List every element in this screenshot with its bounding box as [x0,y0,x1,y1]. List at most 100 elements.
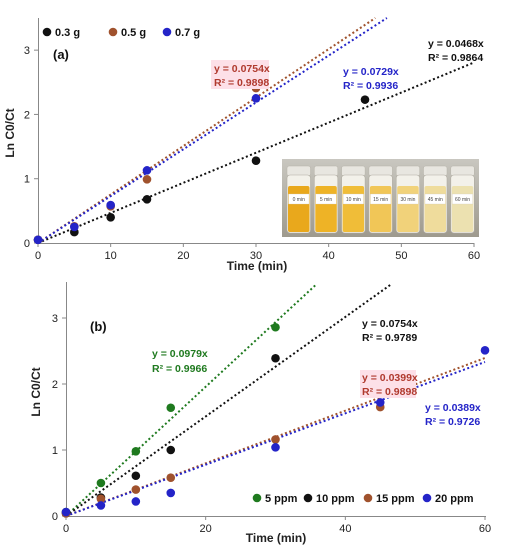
legend-label-5ppm: 5 ppm [265,493,298,505]
point-0.5g [142,175,152,184]
point-20ppm [271,443,280,452]
vial-tag [452,193,473,205]
vial-row: 0 min 5 min 10 min 15 min 30 min 45 min 60 min [286,165,475,234]
point-15ppm [271,435,280,444]
vial-label: 30 min [400,197,415,203]
vial-cap [450,165,475,177]
y-tick-label: 2 [52,379,58,391]
vial-tag [397,193,419,205]
r2-10ppm: R² = 0.9789 [362,332,417,344]
x-tick-label: 60 [468,250,480,262]
point-0.3g [360,95,370,104]
point-0.3g [142,194,152,204]
point-0.7g [33,235,43,245]
panel-a-points [33,83,370,245]
panel-b-fit-lines [65,284,486,517]
vial-cap [314,165,339,177]
point-15ppm [166,473,176,483]
vial-label: 0 min [293,197,305,203]
x-tick-label: 30 [250,250,262,262]
point-0.3g [106,212,115,222]
point-20ppm [61,507,71,517]
legend-label-15ppm: 15 ppm [376,493,415,505]
point-20ppm [96,501,106,510]
point-5ppm [166,403,176,413]
fit-line-0.7g [37,17,388,244]
point-10ppm [131,471,141,481]
panel-a-annotations: y = 0.0754x R² = 0.9898 y = 0.0729x R² =… [211,38,484,92]
vial-tag [288,193,310,205]
x-tick-label: 50 [395,250,407,262]
r2-15ppm: R² = 0.9898 [362,386,417,398]
vial-tag [370,193,392,205]
legend-marker-0.5g [108,27,118,37]
vial-tag [342,193,364,205]
point-0.7g [251,94,261,103]
vial-label: 10 min [346,197,361,203]
point-0.3g [251,156,261,166]
vial-label: 5 min [320,197,332,203]
legend-label-10ppm: 10 ppm [316,493,355,505]
vial-label: 15 min [373,197,388,203]
vial-cap [286,165,311,177]
point-5ppm [271,322,280,332]
eq-20ppm: y = 0.0389x [425,402,481,414]
y-tick-label: 2 [24,109,30,121]
y-tick-label: 3 [52,313,58,325]
legend-marker-5ppm [252,493,262,503]
panel-a-tag: (a) [53,47,69,62]
point-20ppm [375,398,385,407]
eq-10ppm: y = 0.0754x [362,318,418,330]
vial-tag [315,193,337,205]
panel-a-fit-lines [37,17,475,244]
y-tick-label: 1 [52,445,58,457]
y-tick-label: 0 [24,238,30,250]
panel-a-y-ticks: 0 1 2 3 [24,45,38,250]
panel-a-x-ticks: 0 10 20 30 40 50 60 [35,243,480,262]
panel-a-legend: 0.3 g 0.5 g 0.7 g [42,27,200,39]
vial-cap [423,165,448,177]
point-0.7g [70,222,79,232]
r2-5ppm: R² = 0.9966 [152,363,207,375]
panel-b-tag: (b) [90,319,107,334]
vial-liquid [369,186,392,232]
panel-b-x-ticks: 0 20 40 60 [63,516,491,535]
panel-b-annotations: y = 0.0979x R² = 0.9966 y = 0.0754x R² =… [152,318,481,428]
legend-marker-20ppm [422,493,432,503]
point-15ppm [96,494,106,504]
vial-liquid [288,186,310,232]
legend-marker-0.7g [162,27,172,37]
eq-highlight-15ppm [360,370,416,398]
vial-tag [424,193,446,205]
panel-b-legend: 5 ppm 10 ppm 15 ppm 20 ppm [252,493,474,505]
point-10ppm [271,353,280,363]
point-15ppm [131,485,141,494]
panel-a: 0 10 20 30 40 50 60 0 1 2 3 Time (min) Ln C0/Ct (… [3,17,484,273]
y-tick-label: 1 [24,174,30,186]
x-tick-label: 40 [339,523,351,535]
point-0.7g [106,200,115,210]
vial-liquid [397,186,419,232]
r2-20ppm: R² = 0.9726 [425,416,480,428]
point-20ppm [166,488,176,498]
eq-0.7g: y = 0.0729x [343,66,399,78]
panel-b-points [61,322,490,518]
vial-cap [395,165,420,177]
panel-a-x-label: Time (min) [227,259,287,273]
vial-liquid [342,186,365,232]
vial-label: 45 min [428,197,443,203]
x-tick-label: 60 [479,523,491,535]
r2-0.3g: R² = 0.9864 [428,52,483,64]
eq-highlight-0.5g [211,60,269,89]
eq-0.3g: y = 0.0468x [428,38,484,50]
vial-liquid [315,186,337,232]
legend-marker-15ppm [363,493,373,503]
legend-label-20ppm: 20 ppm [435,493,474,505]
fit-line-0.5g [37,17,376,244]
x-tick-label: 0 [63,523,69,535]
r2-0.7g: R² = 0.9936 [343,80,398,92]
x-tick-label: 40 [323,250,335,262]
y-tick-label: 3 [24,45,30,57]
r2-0.5g: R² = 0.9898 [214,77,269,89]
